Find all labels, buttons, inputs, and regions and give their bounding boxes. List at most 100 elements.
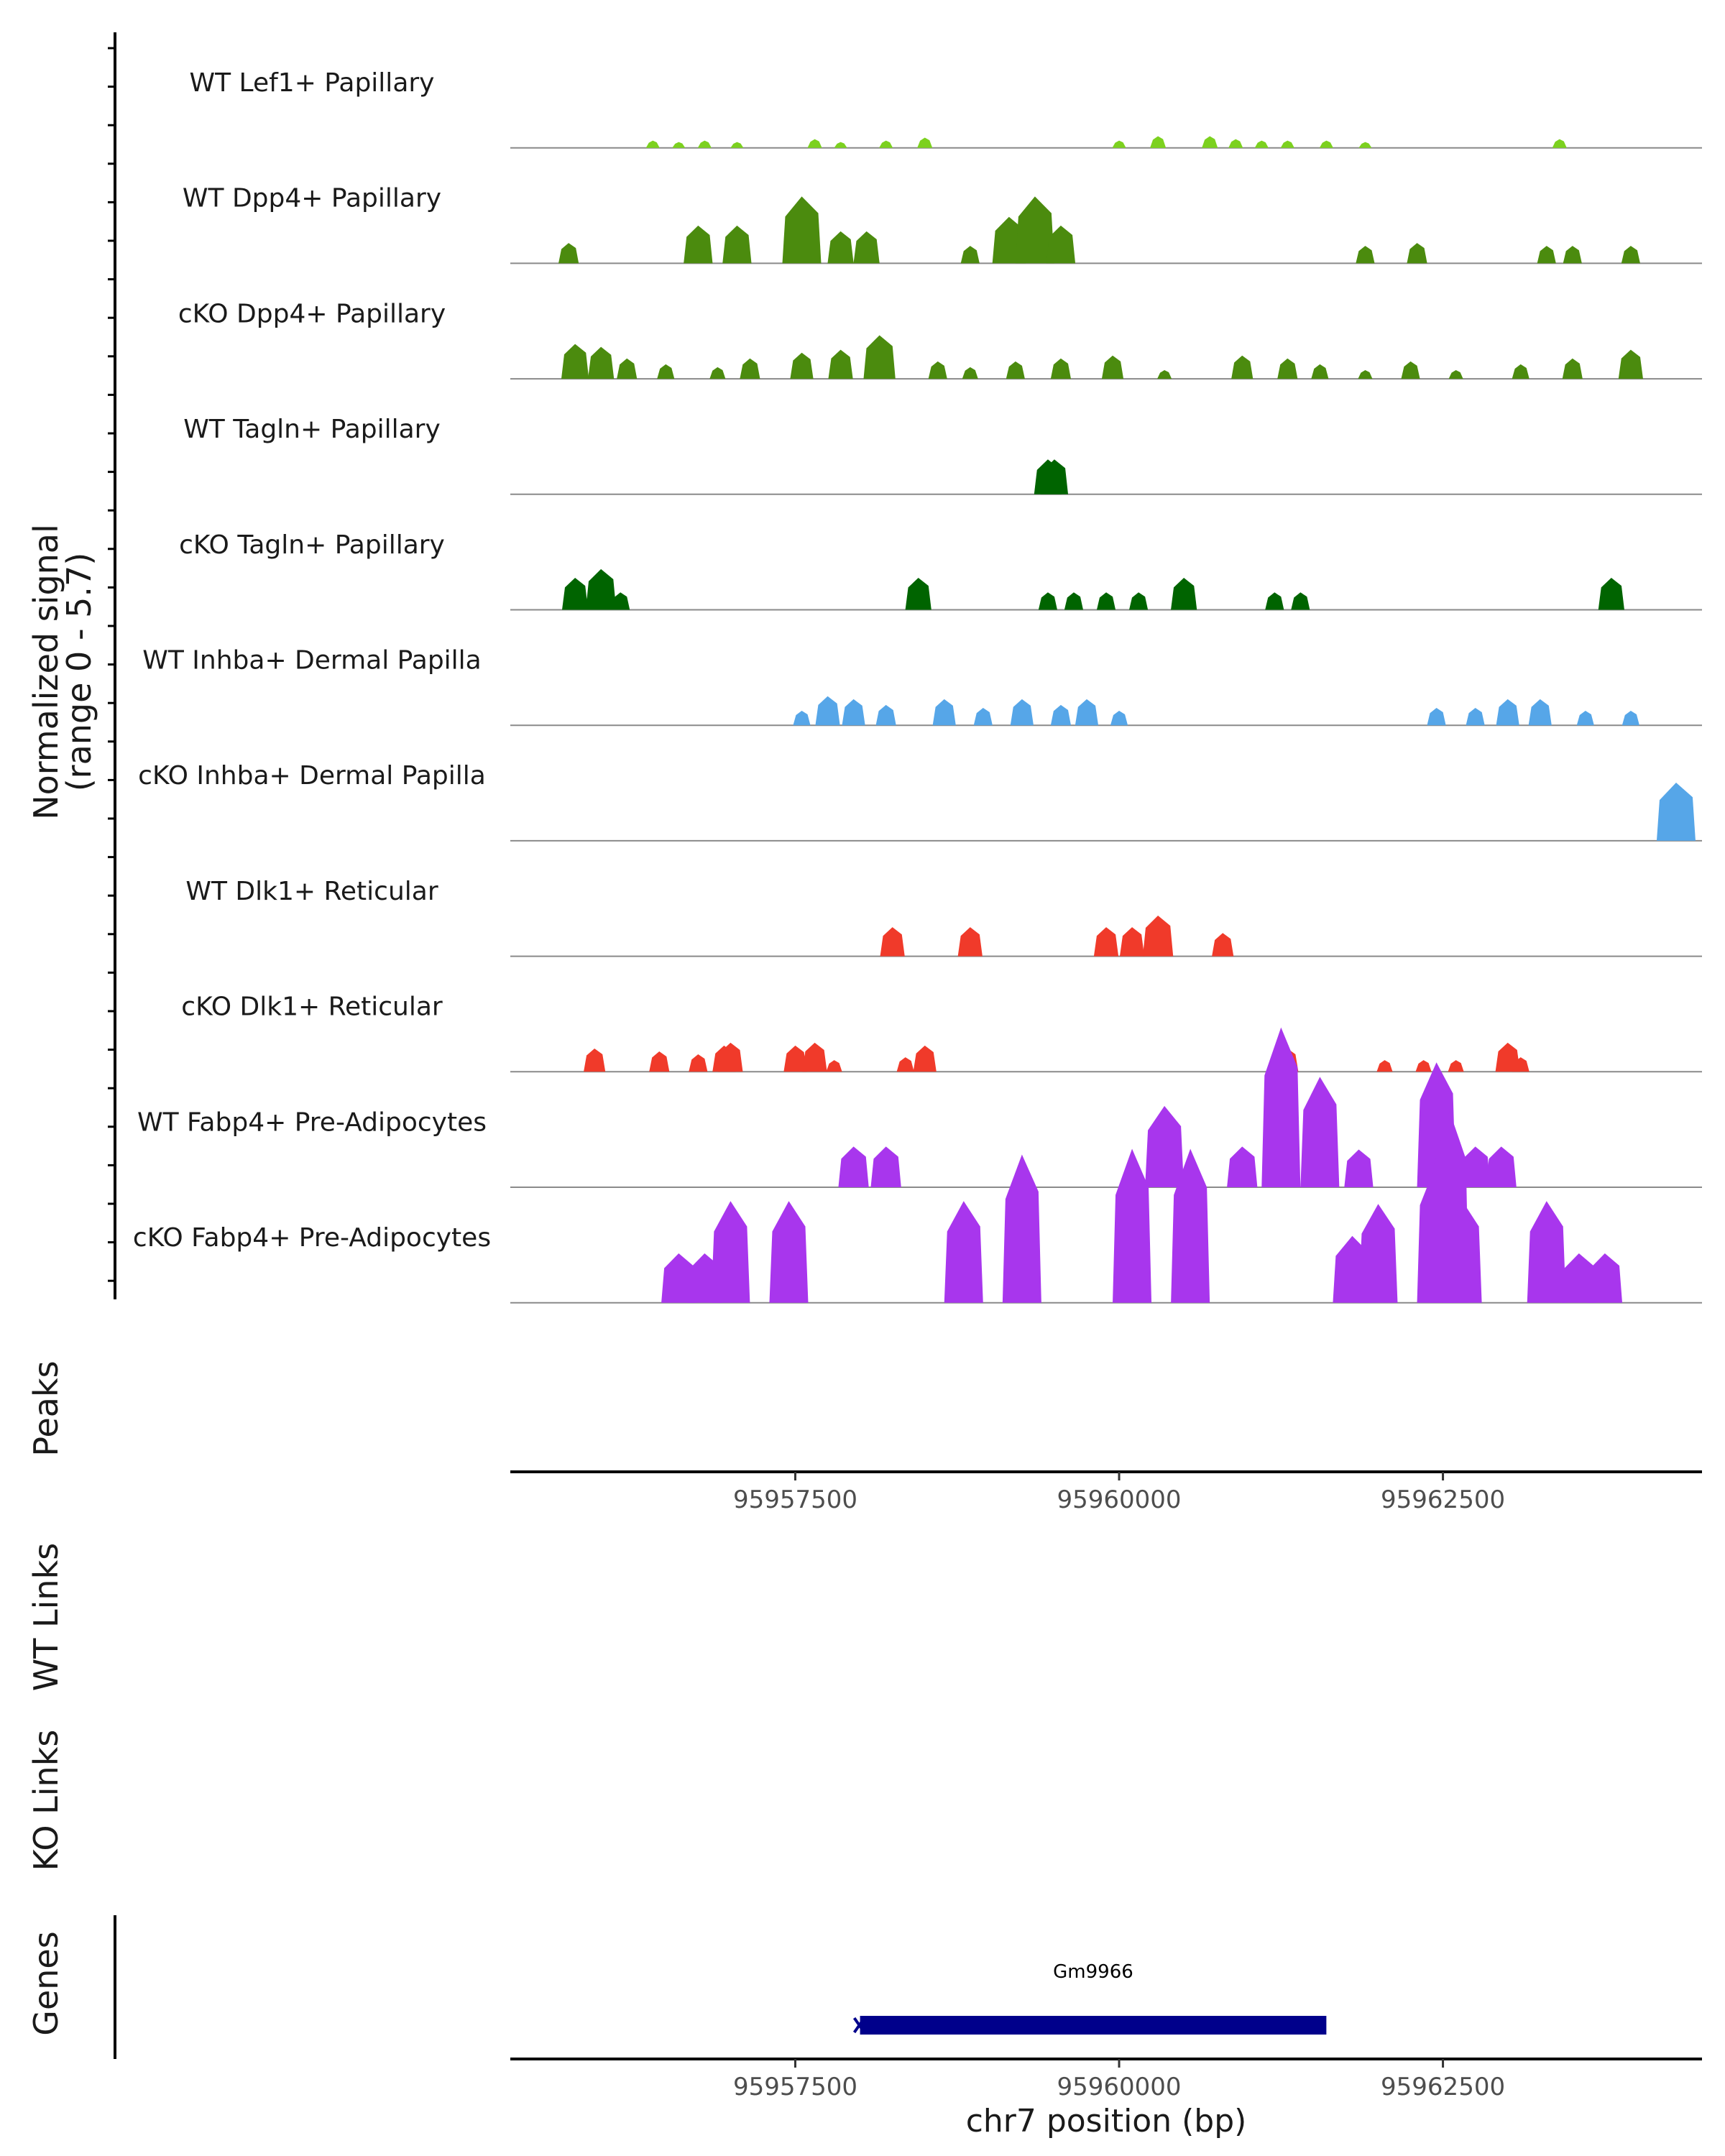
coverage-peak bbox=[1587, 1253, 1623, 1303]
coverage-peak bbox=[558, 243, 579, 264]
coverage-peak bbox=[1015, 196, 1054, 264]
coverage-ylabel-line1: Normalized signal bbox=[27, 524, 65, 820]
coverage-peak bbox=[834, 142, 847, 148]
coverage-peak bbox=[1563, 246, 1582, 264]
coverage-peak bbox=[1265, 592, 1284, 610]
coverage-peak bbox=[1598, 578, 1624, 610]
coverage-peak bbox=[697, 140, 712, 148]
track-wt-inhba-dermal-papilla: WT Inhba+ Dermal Papilla bbox=[142, 646, 1702, 727]
coverage-peak bbox=[1142, 916, 1174, 957]
coverage-peak bbox=[661, 1253, 696, 1303]
track-label-cko-fabp4-pre-adipocytes: cKO Fabp4+ Pre-Adipocytes bbox=[133, 1223, 491, 1253]
coverage-peak bbox=[1171, 1148, 1210, 1303]
coverage-peak bbox=[1443, 1201, 1482, 1303]
coverage-peak bbox=[782, 196, 822, 264]
coverage-peak bbox=[1460, 1146, 1491, 1187]
coverage-peak bbox=[649, 1051, 670, 1072]
coverage-peak bbox=[957, 927, 983, 957]
coverage-peak bbox=[1427, 707, 1446, 726]
coverage-peak bbox=[1415, 1060, 1432, 1072]
genes-x-tick-label: 95962500 bbox=[1381, 2073, 1505, 2101]
coverage-peak bbox=[1356, 246, 1375, 264]
track-label-wt-inhba-dermal-papilla: WT Inhba+ Dermal Papilla bbox=[142, 646, 481, 676]
track-cko-inhba-dermal-papilla: cKO Inhba+ Dermal Papilla bbox=[138, 761, 1702, 842]
coverage-peak bbox=[1448, 369, 1463, 379]
coverage-peak bbox=[1622, 710, 1639, 726]
coverage-peak bbox=[1254, 140, 1269, 148]
coverage-peak bbox=[645, 140, 660, 148]
coverage-peak bbox=[802, 1042, 827, 1072]
gene-name-gm9966: Gm9966 bbox=[1053, 1961, 1133, 1983]
coverage-peak bbox=[815, 696, 840, 726]
coverage-peak bbox=[827, 231, 854, 264]
coverage-peak bbox=[879, 140, 893, 148]
coverage-peak bbox=[584, 1048, 606, 1072]
coverage-peak bbox=[740, 358, 760, 379]
coverage-peak bbox=[709, 367, 726, 379]
coverage-peak bbox=[1277, 358, 1298, 379]
coverage-peak bbox=[1561, 1253, 1596, 1303]
coverage-peak bbox=[863, 335, 896, 379]
ko-links-panel-label: KO Links bbox=[27, 1730, 65, 1871]
coverage-peak bbox=[1006, 361, 1025, 379]
coverage-peak bbox=[1050, 704, 1071, 726]
coverage-peak bbox=[672, 142, 686, 148]
coverage-peak bbox=[1064, 592, 1084, 610]
coverage-peak bbox=[1002, 1154, 1041, 1303]
genes-x-tick-label: 95957500 bbox=[733, 2073, 857, 2101]
coverage-peak bbox=[1075, 699, 1099, 726]
coverage-peak bbox=[711, 1201, 750, 1303]
coverage-peak bbox=[1486, 1146, 1517, 1187]
gene-strand-arrow bbox=[852, 2017, 866, 2034]
peaks-x-tick-label: 95957500 bbox=[733, 1485, 857, 1514]
coverage-peak bbox=[1093, 927, 1119, 957]
coverage-peak bbox=[870, 1146, 901, 1187]
coverage-peak bbox=[1528, 699, 1552, 726]
wt-links-panel-label: WT Links bbox=[27, 1543, 65, 1691]
coverage-peak bbox=[1050, 358, 1071, 379]
coverage-peak bbox=[561, 344, 589, 379]
coverage-peak bbox=[1319, 140, 1333, 148]
track-wt-dpp4-papillary: WT Dpp4+ Papillary bbox=[183, 184, 1702, 264]
track-label-wt-lef1-papillary: WT Lef1+ Papillary bbox=[190, 68, 435, 98]
coverage-peak bbox=[875, 704, 896, 726]
coverage-peak bbox=[896, 1057, 914, 1072]
coverage-peak bbox=[586, 568, 617, 610]
coverage-peak bbox=[962, 367, 978, 379]
track-wt-lef1-papillary: WT Lef1+ Papillary bbox=[190, 68, 1702, 149]
coverage-peak bbox=[783, 1045, 807, 1072]
coverage-peak bbox=[1038, 592, 1057, 610]
coverage-peak bbox=[1552, 139, 1567, 148]
peaks-panel-label: Peaks bbox=[27, 1360, 65, 1456]
track-wt-dlk1-reticular: WT Dlk1+ Reticular bbox=[185, 877, 1702, 957]
coverage-peak bbox=[1202, 136, 1218, 148]
coverage-peak bbox=[1151, 140, 1165, 148]
coverage-peak bbox=[1171, 578, 1197, 610]
coverage-peak bbox=[684, 225, 713, 264]
coverage-peak bbox=[1040, 459, 1069, 494]
coverage-peak bbox=[1495, 1042, 1520, 1072]
coverage-tracks: WT Lef1+ Papillary WT Dpp4+ Papillary cKO … bbox=[133, 68, 1702, 1304]
coverage-peak bbox=[1228, 139, 1243, 148]
coverage-peak bbox=[1046, 225, 1076, 264]
coverage-peak bbox=[718, 1042, 743, 1072]
coverage-peak bbox=[1227, 1146, 1258, 1187]
coverage-peak bbox=[769, 1201, 809, 1303]
coverage-peak bbox=[913, 1045, 937, 1072]
peaks-x-tick-label: 95962500 bbox=[1381, 1485, 1505, 1514]
coverage-peak bbox=[1231, 355, 1254, 379]
track-label-wt-fabp4-pre-adipocytes: WT Fabp4+ Pre-Adipocytes bbox=[137, 1107, 487, 1137]
coverage-peak bbox=[588, 346, 615, 379]
track-label-wt-tagln-papillary: WT Tagln+ Papillary bbox=[183, 415, 441, 444]
track-cko-dlk1-reticular: cKO Dlk1+ Reticular bbox=[181, 992, 1702, 1073]
coverage-peak bbox=[960, 246, 980, 264]
coverage-peak bbox=[905, 578, 932, 610]
coverage-peak bbox=[1261, 1027, 1301, 1187]
coverage-peak bbox=[1291, 592, 1310, 610]
peaks-x-axis: 95957500 95960000 95962500 bbox=[733, 1472, 1505, 1514]
track-cko-tagln-papillary: cKO Tagln+ Papillary bbox=[179, 530, 1702, 611]
x-axis-title: chr7 position (bp) bbox=[966, 2103, 1247, 2139]
coverage-peak bbox=[1101, 355, 1124, 379]
coverage-peak bbox=[1112, 140, 1126, 148]
